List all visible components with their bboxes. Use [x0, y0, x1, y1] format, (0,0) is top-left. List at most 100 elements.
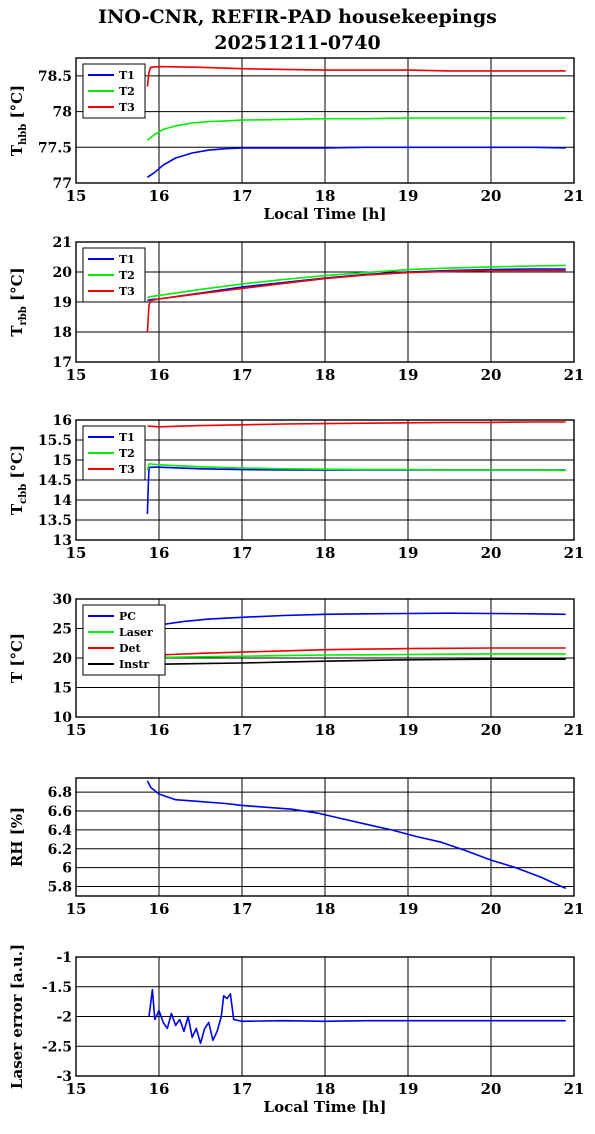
chart-panel-2: 15 16 17 18 19 20 21 17 18 19 20 21 T1 T2 T3 Trbb [°C] — [8, 235, 584, 384]
series-line-t3 — [146, 269, 566, 333]
series-line-t1 — [146, 466, 566, 515]
series-line-laser — [147, 653, 566, 659]
chart-panel-1: 15 16 17 18 19 20 21 77 77.5 78 78.5 T1 T2 T3 Local Ti… — [8, 57, 585, 223]
series-line-t2 — [146, 117, 566, 141]
x-tick-label: 16 — [149, 366, 170, 384]
series-line-t1 — [146, 146, 566, 178]
x-tick-label: 18 — [315, 721, 336, 739]
x-tick-label: 20 — [481, 366, 502, 384]
x-tick-label: 21 — [564, 544, 585, 562]
x-tick-label: 18 — [315, 366, 336, 384]
y-tick-label: 6 — [62, 861, 72, 877]
series-line-t3 — [146, 65, 566, 87]
y-axis-label: Laser error [a.u.] — [8, 944, 26, 1089]
legend: T1 T2 T3 — [82, 425, 146, 481]
y-tick-label: 14.5 — [38, 473, 72, 489]
x-tick-label: 18 — [315, 187, 336, 205]
y-tick-label: -2.5 — [42, 1039, 72, 1055]
y-axis-label: Thbb [°C] — [8, 85, 29, 156]
series-line-t2 — [146, 463, 566, 472]
series-line-data — [148, 988, 566, 1045]
x-axis-label: Local Time [h] — [264, 1098, 387, 1116]
x-tick-label: 15 — [66, 187, 87, 205]
x-tick-label: 21 — [564, 900, 585, 918]
x-tick-label: 21 — [564, 366, 585, 384]
legend-label: T3 — [119, 285, 135, 298]
legend: T1 T2 T3 — [82, 247, 146, 303]
y-tick-label: 30 — [53, 592, 73, 608]
legend-label: T2 — [119, 85, 135, 98]
x-tick-label: 17 — [232, 544, 253, 562]
x-tick-label: 15 — [66, 544, 87, 562]
chart-title: INO-CNR, REFIR-PAD housekeepings — [98, 6, 497, 28]
chart-panel-3: 15 16 17 18 19 20 21 13 13.5 14 14.5 15 15.5 16 T1 T2 T3… — [8, 413, 584, 562]
series-line-det — [147, 647, 566, 657]
series-line-instr — [147, 658, 566, 666]
x-tick-label: 15 — [66, 900, 87, 918]
plot-frame — [75, 598, 575, 718]
x-tick-label: 16 — [149, 544, 170, 562]
plot-frame — [75, 419, 575, 541]
x-tick-label: 21 — [564, 187, 585, 205]
x-tick-label: 20 — [481, 721, 502, 739]
y-axis-label: T [°C] — [8, 633, 26, 683]
y-tick-label: 19 — [53, 295, 72, 311]
y-tick-label: -3 — [56, 1069, 72, 1085]
x-tick-label: 18 — [315, 544, 336, 562]
legend: T1 T2 T3 — [82, 63, 146, 119]
x-tick-label: 21 — [564, 721, 585, 739]
x-tick-label: 15 — [66, 366, 87, 384]
plot-frame — [75, 956, 575, 1077]
y-tick-label: 15 — [53, 453, 72, 469]
plot-frame — [75, 57, 575, 184]
plot-frame — [75, 241, 575, 363]
x-tick-label: 19 — [398, 366, 419, 384]
legend-label: T1 — [119, 431, 135, 444]
x-axis-label: Local Time [h] — [264, 205, 387, 223]
y-tick-label: -1.5 — [42, 980, 72, 996]
legend-label: T2 — [119, 447, 135, 460]
y-tick-label: 78 — [53, 105, 72, 121]
y-tick-label: 18 — [53, 325, 72, 341]
x-tick-label: 18 — [315, 1080, 336, 1098]
y-tick-label: 15.5 — [38, 433, 72, 449]
y-tick-label: 10 — [53, 710, 73, 726]
legend-label: Det — [119, 642, 142, 655]
series-line-pc — [147, 612, 566, 632]
x-tick-label: 17 — [232, 721, 253, 739]
legend-label: Laser — [119, 626, 153, 639]
y-tick-label: 15 — [53, 681, 72, 697]
x-tick-label: 20 — [481, 1080, 502, 1098]
y-tick-label: 6.2 — [48, 842, 72, 858]
y-tick-label: 6.4 — [48, 823, 73, 839]
x-tick-label: 15 — [66, 1080, 87, 1098]
y-tick-label: -1 — [56, 950, 72, 966]
legend-label: PC — [119, 610, 136, 623]
x-tick-label: 19 — [398, 187, 419, 205]
x-tick-label: 20 — [481, 900, 502, 918]
x-tick-label: 19 — [398, 544, 419, 562]
x-tick-label: 21 — [564, 1080, 585, 1098]
chart-panel-4: 15 16 17 18 19 20 211015202530PCLaserDetInstrT… — [8, 592, 584, 739]
x-tick-label: 16 — [149, 900, 170, 918]
legend-label: T1 — [119, 69, 135, 82]
x-tick-label: 20 — [481, 544, 502, 562]
x-tick-label: 16 — [149, 187, 170, 205]
y-tick-label: 78.5 — [38, 69, 72, 85]
y-tick-label: 20 — [53, 265, 73, 281]
y-axis-label: Trbb [°C] — [8, 267, 29, 336]
x-tick-label: 20 — [481, 187, 502, 205]
y-tick-label: -2 — [56, 1010, 72, 1026]
y-axis-label: RH [%] — [8, 807, 26, 867]
y-tick-label: 20 — [53, 651, 73, 667]
x-tick-label: 17 — [232, 366, 253, 384]
chart-subtitle: 20251211-0740 — [214, 32, 381, 54]
y-tick-label: 5.8 — [48, 880, 72, 896]
y-tick-label: 77.5 — [38, 140, 72, 156]
legend: PC Laser Det Instr — [82, 604, 166, 676]
legend-label: Instr — [119, 658, 149, 671]
x-tick-label: 19 — [398, 721, 419, 739]
chart-panel-6: 15 16 17 18 19 20 21 -3 -2.5 -2 -1.5 -1 Local Time [… — [8, 944, 584, 1116]
legend-label: T3 — [119, 101, 135, 114]
y-tick-label: 77 — [53, 176, 72, 192]
